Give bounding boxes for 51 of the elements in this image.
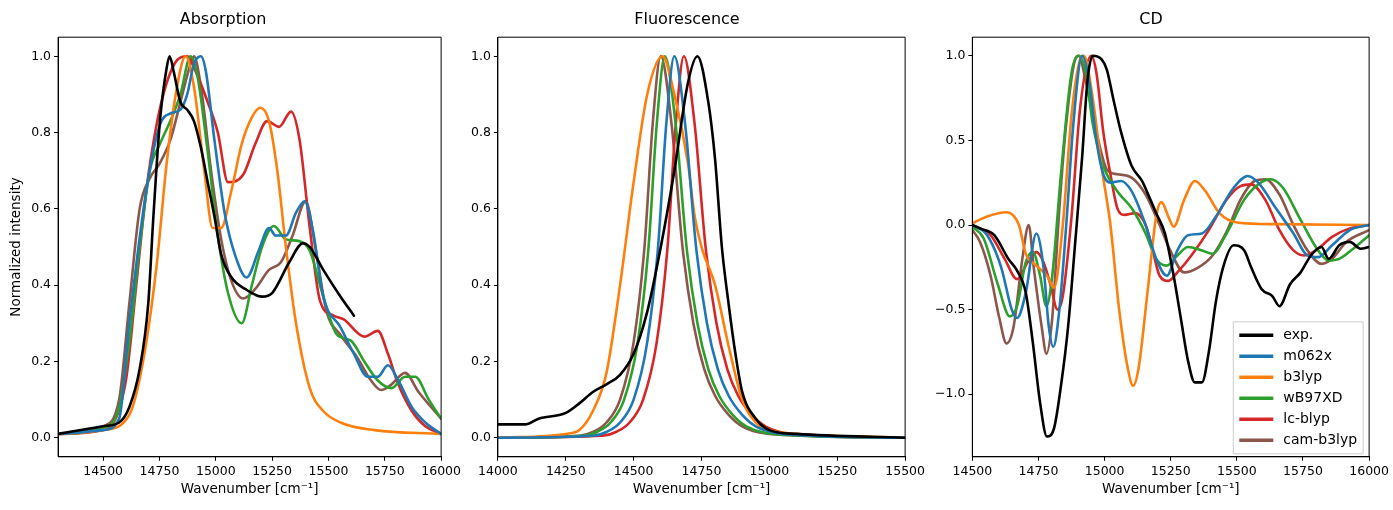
- y-axis-title: Normalized intensity: [6, 177, 23, 317]
- x-tick-label: 14500: [952, 462, 993, 478]
- x-tick-label: 15250: [1150, 462, 1191, 478]
- x-tick-label: 14750: [139, 462, 180, 478]
- x-tick-label: 15750: [364, 462, 405, 478]
- x-tick-label: 15500: [1216, 462, 1257, 478]
- chart-title: CD: [1139, 8, 1163, 28]
- y-tick-label: 0.4: [31, 276, 52, 292]
- x-tick-label: 16000: [421, 462, 462, 478]
- x-tick-label: 15000: [749, 462, 790, 478]
- x-tick-label: 14000: [478, 462, 518, 478]
- legend-label: m062x: [1283, 346, 1332, 363]
- y-tick-label: 0.0: [470, 428, 491, 444]
- y-tick-label: 1.0: [945, 47, 966, 63]
- x-tick-label: 14750: [681, 462, 722, 478]
- x-tick-label: 15500: [885, 462, 926, 478]
- x-tick-label: 15250: [252, 462, 293, 478]
- y-tick-label: 1.0: [31, 47, 52, 63]
- y-tick-label: 0.5: [945, 131, 966, 147]
- y-tick-label: 0.6: [31, 200, 52, 216]
- x-tick-label: 14750: [1018, 462, 1059, 478]
- y-tick-label: 0.0: [31, 428, 52, 444]
- legend-label: b3lyp: [1283, 367, 1323, 384]
- x-tick-label: 15000: [1084, 462, 1125, 478]
- y-tick-label: −0.5: [934, 300, 966, 316]
- x-axis-title: Wavenumber [cm⁻¹]: [1101, 480, 1240, 497]
- x-tick-label: 15750: [1283, 462, 1323, 478]
- y-tick-label: 0.8: [470, 123, 491, 139]
- chart-title: Fluorescence: [634, 8, 740, 28]
- x-tick-label: 15500: [308, 462, 349, 478]
- legend-label: wB97XD: [1283, 388, 1343, 405]
- y-tick-label: 1.0: [470, 47, 491, 63]
- y-tick-label: 0.8: [31, 123, 52, 139]
- y-tick-label: 0.2: [470, 352, 491, 368]
- y-tick-label: 0.6: [470, 200, 491, 216]
- y-tick-label: 0.0: [945, 216, 966, 232]
- x-axis-title: Wavenumber [cm⁻¹]: [632, 480, 771, 497]
- legend-label: cam-b3lyp: [1283, 430, 1358, 447]
- x-axis-title: Wavenumber [cm⁻¹]: [180, 480, 319, 497]
- legend-label: exp.: [1283, 325, 1314, 342]
- y-tick-label: 0.4: [470, 276, 491, 292]
- y-tick-label: −1.0: [934, 385, 966, 401]
- x-tick-label: 14250: [545, 462, 586, 478]
- chart-title: Absorption: [179, 8, 267, 28]
- x-tick-label: 14500: [613, 462, 654, 478]
- legend-label: lc-blyp: [1283, 409, 1330, 426]
- x-tick-label: 15000: [195, 462, 236, 478]
- x-tick-label: 16000: [1349, 462, 1390, 478]
- x-tick-label: 15250: [817, 462, 858, 478]
- y-tick-label: 0.2: [31, 352, 52, 368]
- x-tick-label: 14500: [83, 462, 124, 478]
